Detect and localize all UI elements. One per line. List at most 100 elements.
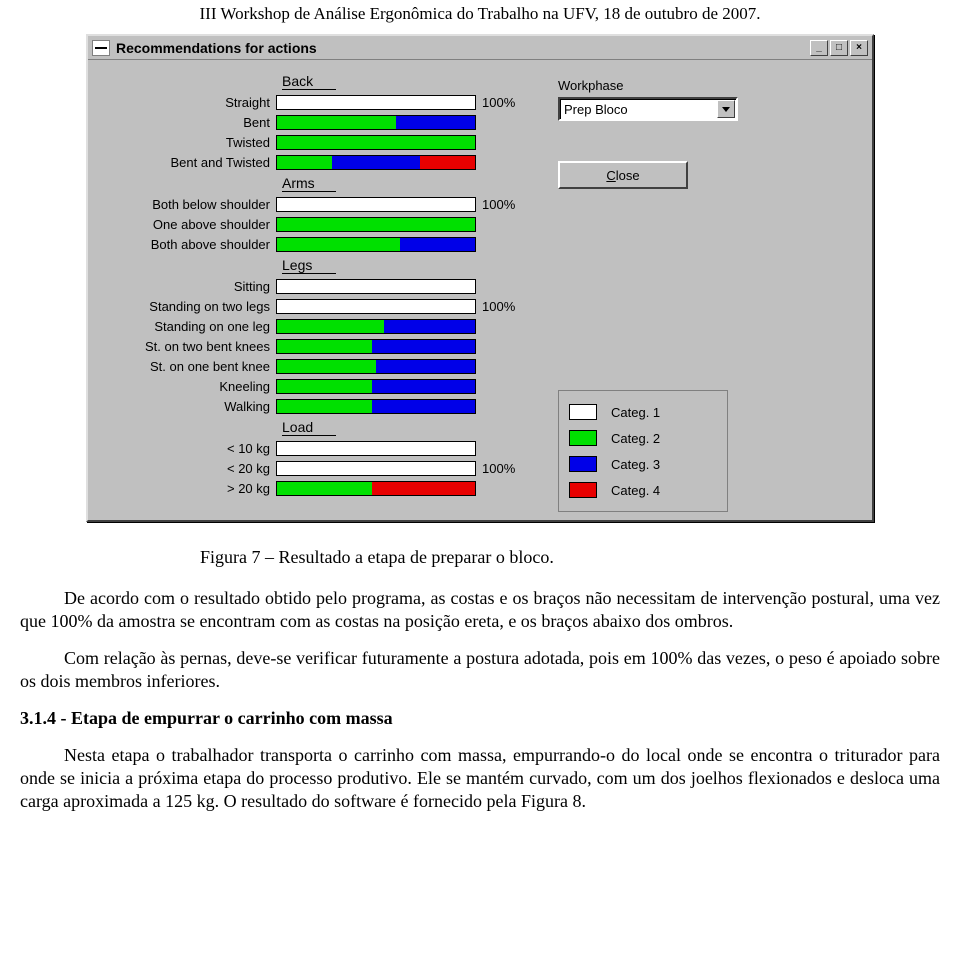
row-label: Twisted — [106, 135, 276, 150]
bar-segment — [277, 116, 396, 129]
workphase-value: Prep Bloco — [564, 102, 628, 117]
bar-segment — [277, 462, 475, 475]
bar-segment — [376, 360, 475, 373]
bar-segment — [277, 340, 372, 353]
bar-segment — [277, 442, 475, 455]
page-header: III Workshop de Análise Ergonômica do Tr… — [0, 0, 960, 34]
side-panel: Workphase Prep Bloco Close — [558, 78, 848, 189]
bar-segment — [277, 360, 376, 373]
legend: Categ. 1 Categ. 2 Categ. 3 Categ. 4 — [558, 390, 728, 512]
bar-segment — [277, 320, 384, 333]
bar-segment — [277, 96, 475, 109]
section-heading: 3.1.4 - Etapa de empurrar o carrinho com… — [20, 707, 940, 730]
legend-label: Categ. 4 — [611, 483, 660, 498]
group-title: Load — [282, 418, 336, 436]
group-title: Back — [282, 72, 336, 90]
bar-segment — [277, 280, 475, 293]
legend-swatch — [569, 404, 597, 420]
bar-track — [276, 319, 476, 334]
chart-row: Kneeling — [106, 376, 546, 396]
chart-row: Straight100% — [106, 92, 546, 112]
chart-row: < 10 kg — [106, 438, 546, 458]
row-label: < 10 kg — [106, 441, 276, 456]
chart-row: Both above shoulder — [106, 234, 546, 254]
bar-percent: 100% — [476, 461, 515, 476]
chart-row: Bent and Twisted — [106, 152, 546, 172]
chevron-down-icon[interactable] — [717, 100, 735, 118]
chart-row: Walking — [106, 396, 546, 416]
legend-row: Categ. 1 — [569, 399, 717, 425]
row-label: Sitting — [106, 279, 276, 294]
bar-track — [276, 115, 476, 130]
legend-row: Categ. 2 — [569, 425, 717, 451]
chart-row: Standing on two legs 100% — [106, 296, 546, 316]
article-body: Figura 7 – Resultado a etapa de preparar… — [0, 522, 960, 837]
bar-track — [276, 237, 476, 252]
legend-label: Categ. 1 — [611, 405, 660, 420]
row-label: Bent and Twisted — [106, 155, 276, 170]
app-window: Recommendations for actions _ □ × Back St… — [86, 34, 874, 522]
window-title: Recommendations for actions — [116, 40, 808, 56]
group-title: Arms — [282, 174, 336, 192]
row-label: Both above shoulder — [106, 237, 276, 252]
workphase-dropdown[interactable]: Prep Bloco — [558, 97, 738, 121]
row-label: St. on two bent knees — [106, 339, 276, 354]
group-title: Legs — [282, 256, 336, 274]
minimize-button[interactable]: _ — [810, 40, 828, 56]
close-button[interactable]: Close — [558, 161, 688, 189]
legend-label: Categ. 2 — [611, 431, 660, 446]
bar-segment — [277, 136, 475, 149]
row-label: One above shoulder — [106, 217, 276, 232]
bar-track — [276, 379, 476, 394]
legend-row: Categ. 4 — [569, 477, 717, 503]
bar-segment — [372, 482, 475, 495]
bar-segment — [400, 238, 475, 251]
bar-segment — [277, 380, 372, 393]
row-label: Standing on one leg — [106, 319, 276, 334]
bar-segment — [332, 156, 419, 169]
row-label: < 20 kg — [106, 461, 276, 476]
row-label: Walking — [106, 399, 276, 414]
chart-row: St. on two bent knees — [106, 336, 546, 356]
chart-row: St. on one bent knee — [106, 356, 546, 376]
bar-track — [276, 155, 476, 170]
bar-percent: 100% — [476, 299, 515, 314]
bar-segment — [277, 218, 475, 231]
bar-segment — [384, 320, 475, 333]
row-label: Bent — [106, 115, 276, 130]
chart-row: Bent — [106, 112, 546, 132]
bar-track — [276, 135, 476, 150]
chart-row: < 20 kg 100% — [106, 458, 546, 478]
close-button-rest: lose — [616, 168, 640, 183]
close-window-button[interactable]: × — [850, 40, 868, 56]
chart-row: Standing on one leg — [106, 316, 546, 336]
titlebar: Recommendations for actions _ □ × — [88, 36, 872, 60]
chart-row: One above shoulder — [106, 214, 546, 234]
figure-caption: Figura 7 – Resultado a etapa de preparar… — [20, 546, 940, 569]
chart-area: BackStraight100%BentTwistedBent and Twis… — [106, 72, 546, 500]
bar-segment — [277, 400, 372, 413]
row-label: Straight — [106, 95, 276, 110]
row-label: Standing on two legs — [106, 299, 276, 314]
chart-row: Twisted — [106, 132, 546, 152]
workphase-label: Workphase — [558, 78, 848, 93]
bar-segment — [420, 156, 475, 169]
bar-segment — [277, 198, 475, 211]
bar-segment — [396, 116, 475, 129]
legend-label: Categ. 3 — [611, 457, 660, 472]
maximize-button[interactable]: □ — [830, 40, 848, 56]
bar-track — [276, 359, 476, 374]
paragraph: Nesta etapa o trabalhador transporta o c… — [20, 744, 940, 813]
bar-track — [276, 217, 476, 232]
legend-row: Categ. 3 — [569, 451, 717, 477]
paragraph: De acordo com o resultado obtido pelo pr… — [20, 587, 940, 633]
row-label: Kneeling — [106, 379, 276, 394]
bar-track — [276, 95, 476, 110]
system-menu-icon[interactable] — [92, 40, 110, 56]
paragraph: Com relação às pernas, deve-se verificar… — [20, 647, 940, 693]
legend-swatch — [569, 430, 597, 446]
bar-segment — [277, 482, 372, 495]
row-label: > 20 kg — [106, 481, 276, 496]
row-label: St. on one bent knee — [106, 359, 276, 374]
bar-track — [276, 461, 476, 476]
